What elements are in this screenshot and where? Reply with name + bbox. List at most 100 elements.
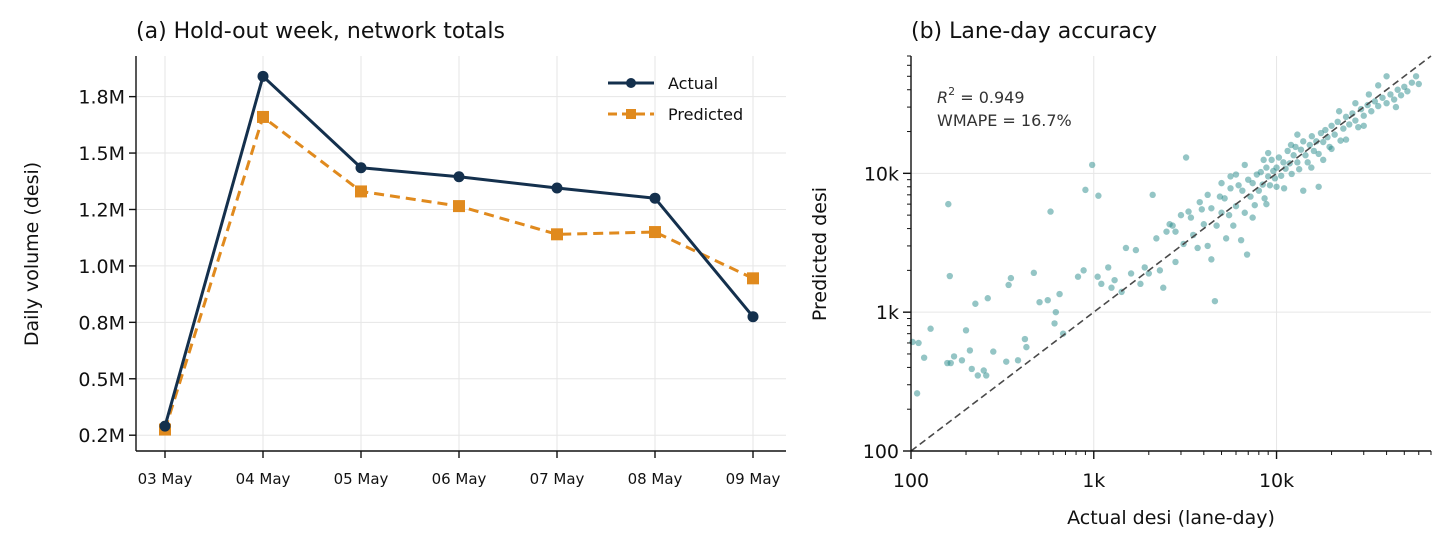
scatter-point — [1237, 236, 1245, 244]
scatter-point — [1319, 138, 1327, 146]
scatter-point — [1315, 150, 1322, 158]
scatter-point — [974, 372, 982, 379]
scatter-point — [1352, 117, 1359, 124]
scatter-point — [1227, 185, 1234, 192]
scatter-point — [1261, 195, 1268, 202]
scatter-point — [1360, 112, 1367, 119]
scatter-point — [1375, 102, 1382, 110]
scatter-point — [1334, 118, 1341, 126]
scatter-point — [1198, 206, 1205, 213]
scatter-point — [1047, 208, 1054, 215]
scatter-point — [968, 365, 975, 373]
y-tick-label: 1.5M — [78, 143, 125, 165]
scatter-point — [1284, 147, 1291, 155]
scatter-point — [1127, 270, 1135, 277]
scatter-point — [1232, 171, 1240, 178]
y-tick-label: 0.8M — [78, 312, 125, 334]
scatter-point — [1230, 222, 1237, 229]
actual-point — [551, 182, 563, 194]
predicted-point — [453, 200, 465, 213]
scatter-point — [1007, 274, 1015, 282]
x-tick-label: 06 May — [432, 470, 487, 488]
scatter-point — [1163, 228, 1170, 235]
scatter-point — [1397, 92, 1405, 99]
scatter-point — [1239, 187, 1246, 194]
scatter-point — [1294, 131, 1301, 138]
r2-value: = 0.949 — [955, 88, 1024, 107]
scatter-point — [1030, 269, 1038, 277]
y-tick-label: 1k — [876, 302, 899, 324]
scatter-point — [1277, 172, 1285, 179]
scatter-point — [1365, 91, 1373, 98]
scatter-point — [1145, 270, 1152, 277]
y-tick-label: 1.2M — [78, 199, 125, 221]
panel-a: (a) Hold-out week, network totals 0.2M0.… — [21, 19, 786, 488]
scatter-point — [1088, 161, 1096, 169]
scatter-point — [1263, 164, 1270, 171]
scatter-point — [1383, 73, 1390, 80]
scatter-point — [1051, 320, 1058, 327]
legend-predicted-marker — [626, 109, 636, 119]
panel-a-y-ticks: 0.2M 0.5M 0.8M 1.0M 1.2M 1.5M 1.8M — [78, 87, 136, 447]
scatter-point — [1337, 137, 1344, 144]
scatter-point — [1221, 195, 1228, 202]
scatter-point — [1404, 88, 1411, 95]
scatter-point — [1371, 98, 1379, 105]
predicted-point — [355, 185, 367, 198]
scatter-point — [1194, 244, 1201, 252]
identity-reference-line — [910, 55, 1432, 452]
scatter-point — [1352, 99, 1359, 107]
scatter-point — [1295, 166, 1303, 173]
scatter-point — [1204, 191, 1211, 199]
scatter-point — [1313, 138, 1320, 145]
scatter-point — [1368, 108, 1375, 115]
scatter-point — [1225, 211, 1233, 219]
scatter-point — [1387, 91, 1394, 98]
r2-annotation: R2 = 0.949 — [937, 85, 1025, 107]
scatter-point — [1080, 267, 1087, 274]
scatter-point — [1280, 159, 1287, 166]
scatter-point — [1036, 298, 1043, 306]
scatter-point — [1014, 357, 1022, 364]
panel-a-y-label: Daily volume (desi) — [21, 162, 43, 346]
panel-b-points — [909, 73, 1422, 397]
scatter-point — [1251, 201, 1258, 209]
scatter-point — [1249, 179, 1256, 187]
scatter-point — [1390, 96, 1398, 103]
panel-b-title: (b) Lane-day accuracy — [911, 19, 1157, 44]
predicted-point — [649, 226, 661, 239]
scatter-point — [1023, 343, 1030, 351]
scatter-point — [927, 325, 934, 332]
actual-point — [747, 311, 759, 323]
scatter-point — [1021, 335, 1029, 343]
scatter-point — [1328, 145, 1335, 153]
scatter-point — [958, 357, 966, 364]
scatter-point — [1257, 168, 1264, 176]
panel-b: (b) Lane-day accuracy 100 1k 10k 1001k10k … — [809, 19, 1432, 529]
scatter-point — [1408, 79, 1416, 86]
x-tick-label: 07 May — [530, 470, 585, 488]
scatter-point — [1005, 281, 1012, 289]
x-tick-label: 10k — [1259, 470, 1294, 492]
scatter-point — [1227, 173, 1234, 180]
scatter-point — [1204, 242, 1211, 250]
scatter-point — [1196, 198, 1203, 206]
scatter-point — [1335, 108, 1343, 115]
scatter-point — [1222, 235, 1230, 242]
x-tick-label: 03 May — [138, 470, 193, 488]
x-tick-label: 09 May — [726, 470, 781, 488]
scatter-point — [1304, 159, 1311, 166]
scatter-point — [1308, 164, 1315, 171]
panel-b-y-ticks: 100 1k 10k — [863, 55, 911, 463]
scatter-point — [1235, 182, 1242, 189]
panel-a-series — [159, 70, 759, 436]
scatter-point — [1200, 221, 1208, 228]
scatter-point — [1375, 82, 1382, 89]
scatter-point — [1255, 187, 1263, 194]
scatter-point — [1273, 183, 1280, 190]
scatter-point — [1172, 228, 1179, 235]
scatter-point — [1346, 121, 1353, 128]
scatter-point — [1412, 73, 1420, 80]
y-tick-label: 1.8M — [78, 87, 125, 109]
scatter-point — [1315, 183, 1322, 190]
